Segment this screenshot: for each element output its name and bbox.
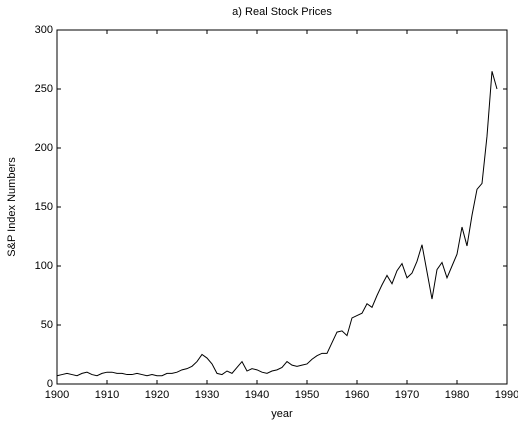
x-tick-label: 1980: [445, 389, 469, 401]
y-tick-label: 150: [35, 201, 53, 213]
x-tick-label: 1960: [345, 389, 369, 401]
y-tick-label: 0: [47, 378, 53, 390]
y-tick-label: 100: [35, 260, 53, 272]
y-tick-label: 300: [35, 24, 53, 36]
chart-title: a) Real Stock Prices: [232, 6, 332, 18]
plot-frame: [56, 29, 508, 385]
x-tick-label: 1970: [395, 389, 419, 401]
x-tick-label: 1920: [145, 389, 169, 401]
x-tick-label: 1990: [495, 389, 518, 401]
y-tick-label: 50: [41, 319, 53, 331]
y-axis-label: S&P Index Numbers: [6, 157, 18, 257]
x-tick-label: 1950: [295, 389, 319, 401]
y-tick-label: 250: [35, 83, 53, 95]
y-tick-label: 200: [35, 142, 53, 154]
x-tick-label: 1940: [245, 389, 269, 401]
x-tick-label: 1930: [195, 389, 219, 401]
data-line: [56, 71, 498, 377]
x-tick-label: 1910: [95, 389, 119, 401]
x-tick-label: 1900: [45, 389, 69, 401]
x-axis-label: year: [271, 408, 293, 420]
